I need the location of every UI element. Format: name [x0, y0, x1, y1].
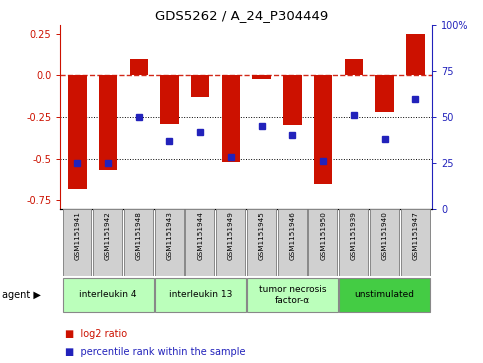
Bar [99, 76, 117, 170]
Text: GSM1151945: GSM1151945 [259, 211, 265, 260]
Bar [339, 278, 430, 312]
Bar [406, 34, 425, 76]
Text: agent ▶: agent ▶ [2, 290, 41, 300]
Bar [62, 278, 154, 312]
Text: ■  log2 ratio: ■ log2 ratio [65, 329, 128, 339]
Bar [124, 209, 153, 276]
Bar [191, 76, 210, 97]
Bar [155, 209, 184, 276]
Bar [68, 76, 86, 189]
Bar [314, 76, 332, 184]
Text: GSM1151950: GSM1151950 [320, 211, 326, 260]
Bar [247, 209, 276, 276]
Bar [185, 209, 214, 276]
Bar [278, 209, 307, 276]
Text: GSM1151947: GSM1151947 [412, 211, 418, 260]
Bar [155, 278, 246, 312]
Text: GSM1151948: GSM1151948 [136, 211, 142, 260]
Bar [222, 76, 240, 162]
Text: GSM1151944: GSM1151944 [197, 211, 203, 260]
Text: GSM1151946: GSM1151946 [289, 211, 296, 260]
Bar [160, 76, 179, 124]
Text: interleukin 4: interleukin 4 [79, 290, 137, 299]
Bar [62, 209, 91, 276]
Bar [309, 209, 337, 276]
Text: GSM1151949: GSM1151949 [228, 211, 234, 260]
Text: GDS5262 / A_24_P304449: GDS5262 / A_24_P304449 [155, 9, 328, 22]
Bar [93, 209, 122, 276]
Bar [339, 209, 368, 276]
Bar [375, 76, 394, 112]
Text: GSM1151940: GSM1151940 [382, 211, 388, 260]
Bar [400, 209, 429, 276]
Text: tumor necrosis
factor-α: tumor necrosis factor-α [259, 285, 326, 305]
Bar [129, 59, 148, 76]
Text: GSM1151943: GSM1151943 [167, 211, 172, 260]
Bar [253, 76, 271, 79]
Text: GSM1151941: GSM1151941 [74, 211, 80, 260]
Bar [345, 59, 363, 76]
Bar [283, 76, 302, 125]
Text: ■  percentile rank within the sample: ■ percentile rank within the sample [65, 347, 246, 357]
Text: GSM1151939: GSM1151939 [351, 211, 357, 260]
Bar [370, 209, 399, 276]
Text: GSM1151942: GSM1151942 [105, 211, 111, 260]
Text: unstimulated: unstimulated [355, 290, 414, 299]
Bar [216, 209, 245, 276]
Bar [247, 278, 338, 312]
Text: interleukin 13: interleukin 13 [169, 290, 232, 299]
